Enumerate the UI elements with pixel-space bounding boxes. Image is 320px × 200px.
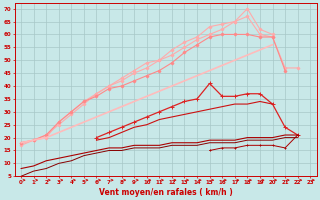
X-axis label: Vent moyen/en rafales ( km/h ): Vent moyen/en rafales ( km/h ): [99, 188, 233, 197]
